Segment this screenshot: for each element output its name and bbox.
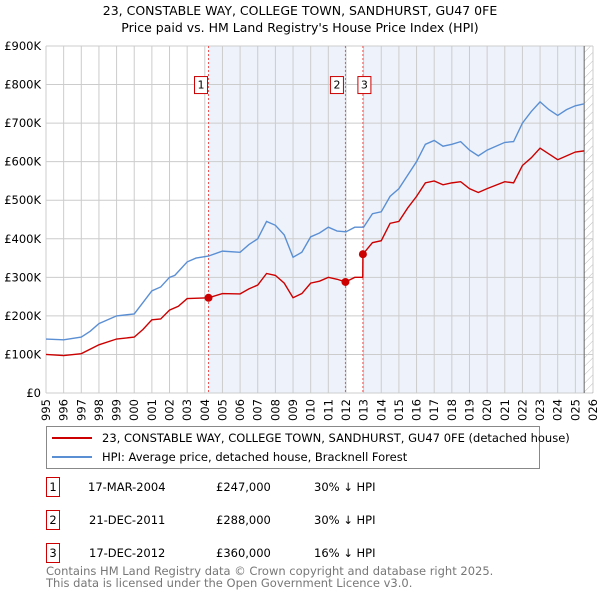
sale-date: 17-DEC-2012 <box>89 546 166 560</box>
sale-badge: 2 <box>46 510 60 530</box>
x-tick-label: 1995 <box>39 399 53 422</box>
x-tick-label: 2015 <box>392 399 406 422</box>
x-tick-label: 2017 <box>427 399 441 422</box>
x-tick-label: 2010 <box>304 399 318 422</box>
y-tick-label: £0 <box>26 386 41 400</box>
footer-line: Contains HM Land Registry data © Crown c… <box>46 564 494 578</box>
chart-subtitle: Price paid vs. HM Land Registry's House … <box>121 20 479 35</box>
x-tick-label: 2005 <box>215 399 229 422</box>
x-tick-label: 2002 <box>163 399 177 422</box>
sale-badge: 1 <box>46 477 60 497</box>
x-tick-label: 2012 <box>339 399 353 422</box>
x-tick-label: 2004 <box>198 399 212 422</box>
x-tick-label: 2013 <box>357 399 371 422</box>
x-tick-label: 2018 <box>445 399 459 422</box>
x-tick-label: 2007 <box>251 399 265 422</box>
y-tick-label: £700K <box>4 116 41 130</box>
x-tick-label: 1999 <box>110 399 124 422</box>
sale-point <box>358 250 367 259</box>
y-tick-label: £500K <box>4 193 41 207</box>
x-tick-label: 1997 <box>74 399 88 422</box>
sale-label-box <box>194 76 209 95</box>
x-tick-label: 2014 <box>374 399 388 422</box>
footer-line: This data is licensed under the Open Gov… <box>46 576 413 590</box>
sale-point <box>341 277 350 286</box>
chart-title: 23, CONSTABLE WAY, COLLEGE TOWN, SANDHUR… <box>102 3 498 18</box>
sale-diff: 30% ↓ HPI <box>314 513 376 527</box>
legend-item-hpi: HPI: Average price, detached house, Brac… <box>52 449 407 465</box>
shaded-region <box>208 46 346 393</box>
sale-label: 1 <box>198 79 205 92</box>
x-tick-label: 1996 <box>57 399 71 422</box>
legend-item-property: 23, CONSTABLE WAY, COLLEGE TOWN, SANDHUR… <box>52 430 570 446</box>
sale-row: 2 21-DEC-2011 £288,000 30% ↓ HPI <box>46 510 546 530</box>
sale-row: 3 17-DEC-2012 £360,000 16% ↓ HPI <box>46 543 546 563</box>
plot-area: 1995 1996 1997 1998 1999 2000 2001 2002 2003 2004… <box>4 39 600 422</box>
sale-date: 21-DEC-2011 <box>89 513 166 527</box>
sale-row: 1 17-MAR-2004 £247,000 30% ↓ HPI <box>46 477 546 497</box>
legend-swatch <box>52 437 92 439</box>
future-hatch <box>584 46 593 393</box>
sale-badge: 3 <box>46 543 60 563</box>
x-tick-label: 2003 <box>180 399 194 422</box>
x-tick-label: 2008 <box>268 399 282 422</box>
legend-swatch <box>52 456 92 458</box>
x-tick-label: 2022 <box>515 399 529 422</box>
sale-label: 3 <box>361 79 368 92</box>
x-tick-label: 2024 <box>551 399 565 422</box>
y-tick-label: £100K <box>4 347 41 361</box>
sale-date: 17-MAR-2004 <box>88 480 166 494</box>
x-tick-label: 2009 <box>286 399 300 422</box>
x-tick-label: 2011 <box>321 399 335 422</box>
x-tick-label: 2000 <box>127 399 141 422</box>
x-tick-label: 2021 <box>498 399 512 422</box>
x-tick-label: 2020 <box>480 399 494 422</box>
sale-point <box>204 293 213 302</box>
x-tick-label: 2016 <box>410 399 424 422</box>
x-tick-label: 2025 <box>568 399 582 422</box>
y-tick-label: £800K <box>4 78 41 92</box>
sale-label-box <box>329 76 344 95</box>
y-tick-label: £600K <box>4 155 41 169</box>
sale-price: £360,000 <box>216 546 271 560</box>
y-tick-label: £300K <box>4 270 41 284</box>
footer: Contains HM Land Registry data © Crown c… <box>46 565 493 589</box>
x-tick-label: 2026 <box>586 399 600 422</box>
legend-label: HPI: Average price, detached house, Brac… <box>102 450 408 464</box>
x-tick-label: 2023 <box>533 399 547 422</box>
sale-price: £247,000 <box>216 480 271 494</box>
x-tick-label: 2019 <box>462 399 476 422</box>
legend-label: 23, CONSTABLE WAY, COLLEGE TOWN, SANDHUR… <box>102 431 570 445</box>
sale-price: £288,000 <box>216 513 271 527</box>
y-tick-label: £400K <box>4 232 41 246</box>
legend: 23, CONSTABLE WAY, COLLEGE TOWN, SANDHUR… <box>46 426 570 469</box>
x-tick-label: 2001 <box>145 399 159 422</box>
sale-label-box <box>357 76 372 95</box>
sale-label: 2 <box>333 79 340 92</box>
shaded-region <box>362 46 585 393</box>
y-tick-label: £200K <box>4 309 41 323</box>
series-line-hpi <box>45 100 585 341</box>
y-tick-label: £900K <box>4 39 41 53</box>
series-line-property <box>45 147 585 357</box>
sale-diff: 30% ↓ HPI <box>314 480 376 494</box>
x-tick-label: 2006 <box>233 399 247 422</box>
x-tick-label: 1998 <box>92 399 106 422</box>
sale-diff: 16% ↓ HPI <box>314 546 376 560</box>
